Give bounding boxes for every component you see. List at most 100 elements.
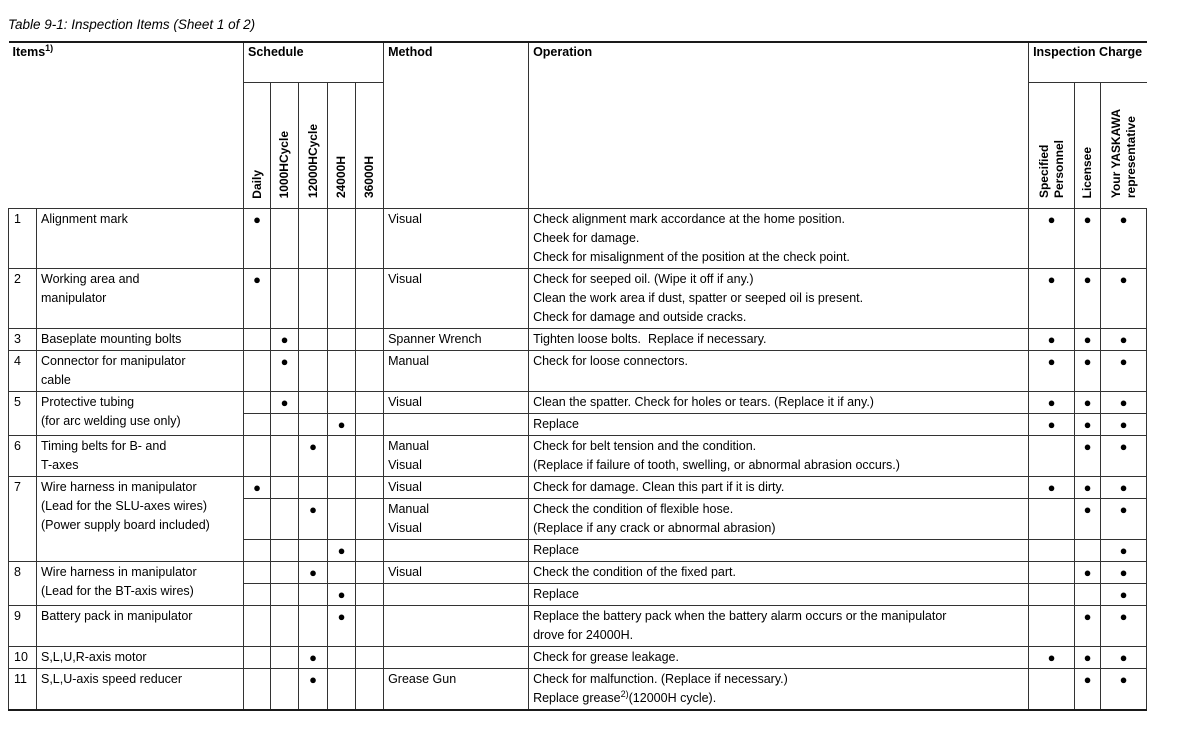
charge-dot-cell (1074, 538, 1102, 562)
table-body: 1 Alignment mark ● Visual Check alignment ma… (8, 207, 1148, 711)
charge-dot-cell: ● (1074, 645, 1102, 669)
method-line: Grease Gun (388, 671, 457, 686)
method-line: Visual (388, 394, 422, 409)
schedule-dot-cell (243, 434, 272, 477)
item-number: 6 (8, 434, 37, 477)
charge-dot-cell: ● (1028, 645, 1076, 669)
operation-cell: Replace the battery pack when the batter… (528, 604, 1030, 647)
charge-mark-dot: ● (1119, 394, 1128, 410)
operation-cell: Check the condition of the fixed part. (528, 560, 1030, 584)
schedule-dot-cell (270, 560, 300, 584)
schedule-dot-cell (355, 207, 385, 269)
header-col-licensee: Licensee (1074, 81, 1102, 209)
operation-cell: Check alignment mark accordance at the h… (528, 207, 1030, 269)
item-name-line: S,L,U-axis speed reducer (41, 671, 183, 686)
table-row: 9 Battery pack in manipulator ● Replace the… (8, 604, 1148, 647)
schedule-dot-cell (243, 349, 272, 392)
table-row: ● Manual Visual Check the condition of flex… (9, 497, 1148, 540)
header-row-groups: Items1) Schedule Method Operation Inspec… (8, 41, 1147, 209)
operation-cell: Check for loose connectors. (528, 349, 1030, 392)
item-name: Battery pack in manipulator (35, 604, 245, 647)
charge-dot-cell: ● (1100, 390, 1148, 414)
schedule-dot-cell (243, 497, 272, 540)
schedule-mark-dot: ● (280, 394, 289, 410)
item-name-line: Alignment mark (41, 211, 128, 226)
schedule-dot-cell (327, 667, 357, 711)
schedule-dot-cell (355, 267, 385, 329)
item-number: 4 (8, 349, 37, 392)
method-cell: Manual (383, 349, 530, 392)
charge-mark-dot: ● (1119, 211, 1128, 227)
charge-dot-cell (1028, 538, 1076, 562)
charge-dot-cell: ● (1100, 412, 1148, 436)
method-line: Visual (388, 457, 422, 472)
schedule-dot-cell (298, 207, 329, 269)
schedule-mark-dot: ● (280, 331, 289, 347)
method-cell: Visual (383, 390, 530, 414)
method-line: Visual (388, 211, 422, 226)
operation-cell: Replace (528, 538, 1030, 562)
schedule-dot-cell: ● (270, 349, 300, 392)
charge-dot-cell: ● (1028, 327, 1076, 351)
table-row: 7 Wire harness in manipulator (Lead for th… (8, 475, 1148, 562)
charge-dot-cell: ● (1028, 267, 1076, 329)
charge-mark-dot: ● (1119, 586, 1128, 602)
header-col-daily: Daily (243, 81, 272, 209)
schedule-dot-cell: ● (270, 327, 300, 351)
item-name: Working area and manipulator (35, 267, 245, 329)
item-name: Wire harness in manipulator (Lead for the… (35, 475, 245, 562)
header-col-36000h: 36000H (355, 81, 385, 209)
schedule-dot-cell: ● (298, 497, 329, 540)
operation-line: Check alignment mark accordance at the h… (533, 211, 846, 226)
charge-dot-cell: ● (1100, 207, 1148, 269)
operation-line: Check for belt tension and the condition… (533, 438, 757, 453)
schedule-dot-cell: ● (327, 538, 357, 562)
method-line: Manual (388, 353, 430, 368)
schedule-mark-dot: ● (253, 271, 261, 287)
charge-dot-cell: ● (1074, 349, 1102, 392)
table-row: 10 S,L,U,R-axis motor ● Check for grease le… (8, 645, 1148, 669)
charge-dot-cell: ● (1100, 667, 1148, 711)
header-items: Items1) (8, 41, 245, 209)
charge-mark-dot: ● (1047, 479, 1056, 495)
operation-line: Check the condition of the fixed part. (533, 564, 736, 579)
operation-line: Check for grease leakage. (533, 649, 679, 664)
yaskawa-representative-label: Your YASKAWA representative (1108, 109, 1138, 199)
item-name-line: Working area and (41, 271, 140, 286)
item-name: Timing belts for B- and T-axes (35, 434, 245, 477)
table-row: 3 Baseplate mounting bolts ● Spanner Wrench… (8, 327, 1148, 351)
charge-dot-cell: ● (1100, 434, 1148, 477)
schedule-dot-cell (270, 207, 300, 269)
item-name-line: Baseplate mounting bolts (41, 331, 182, 346)
item-name-line: S,L,U,R-axis motor (41, 649, 147, 664)
header-row-subcolumns: Daily 1000HCycle 12000HCycle 24000H 3600… (9, 81, 1147, 209)
charge-mark-dot: ● (1047, 271, 1056, 287)
table-row: 5 Protective tubing (for arc welding use o… (8, 390, 1148, 436)
operation-line: Check for damage. Clean this part if it … (533, 479, 785, 494)
charge-mark-dot: ● (1083, 353, 1092, 369)
operation-line: Replace grease2)(12000H cycle). (533, 688, 717, 705)
inspection-items-table: Items1) Schedule Method Operation Inspec… (8, 41, 1148, 711)
method-cell: Visual (383, 560, 530, 584)
operation-cell: Clean the spatter. Check for holes or te… (528, 390, 1030, 414)
item-name-line: manipulator (41, 290, 107, 305)
h-36000-label: 36000H (362, 156, 377, 199)
operation-cell: Tighten loose bolts. Replace if necessar… (528, 327, 1030, 351)
item-number: 9 (8, 604, 37, 647)
header-col-specified-personnel: Specified Personnel (1028, 81, 1076, 209)
schedule-dot-cell (298, 604, 329, 647)
method-line: Manual (388, 438, 430, 453)
method-cell: Visual (383, 475, 530, 499)
charge-dot-cell (1028, 604, 1076, 647)
charge-dot-cell (1028, 667, 1076, 711)
schedule-dot-cell (298, 475, 329, 499)
table-row: 6 Timing belts for B- and T-axes ● Manual Vis… (8, 434, 1148, 477)
schedule-dot-cell: ● (298, 667, 329, 711)
schedule-dot-cell: ● (298, 560, 329, 584)
charge-mark-dot: ● (1047, 331, 1056, 347)
operation-cell: Check for damage. Clean this part if it … (528, 475, 1030, 499)
schedule-dot-cell (298, 349, 329, 392)
charge-dot-cell: ● (1074, 207, 1102, 269)
schedule-dot-cell (327, 434, 357, 477)
schedule-dot-cell (270, 267, 300, 329)
